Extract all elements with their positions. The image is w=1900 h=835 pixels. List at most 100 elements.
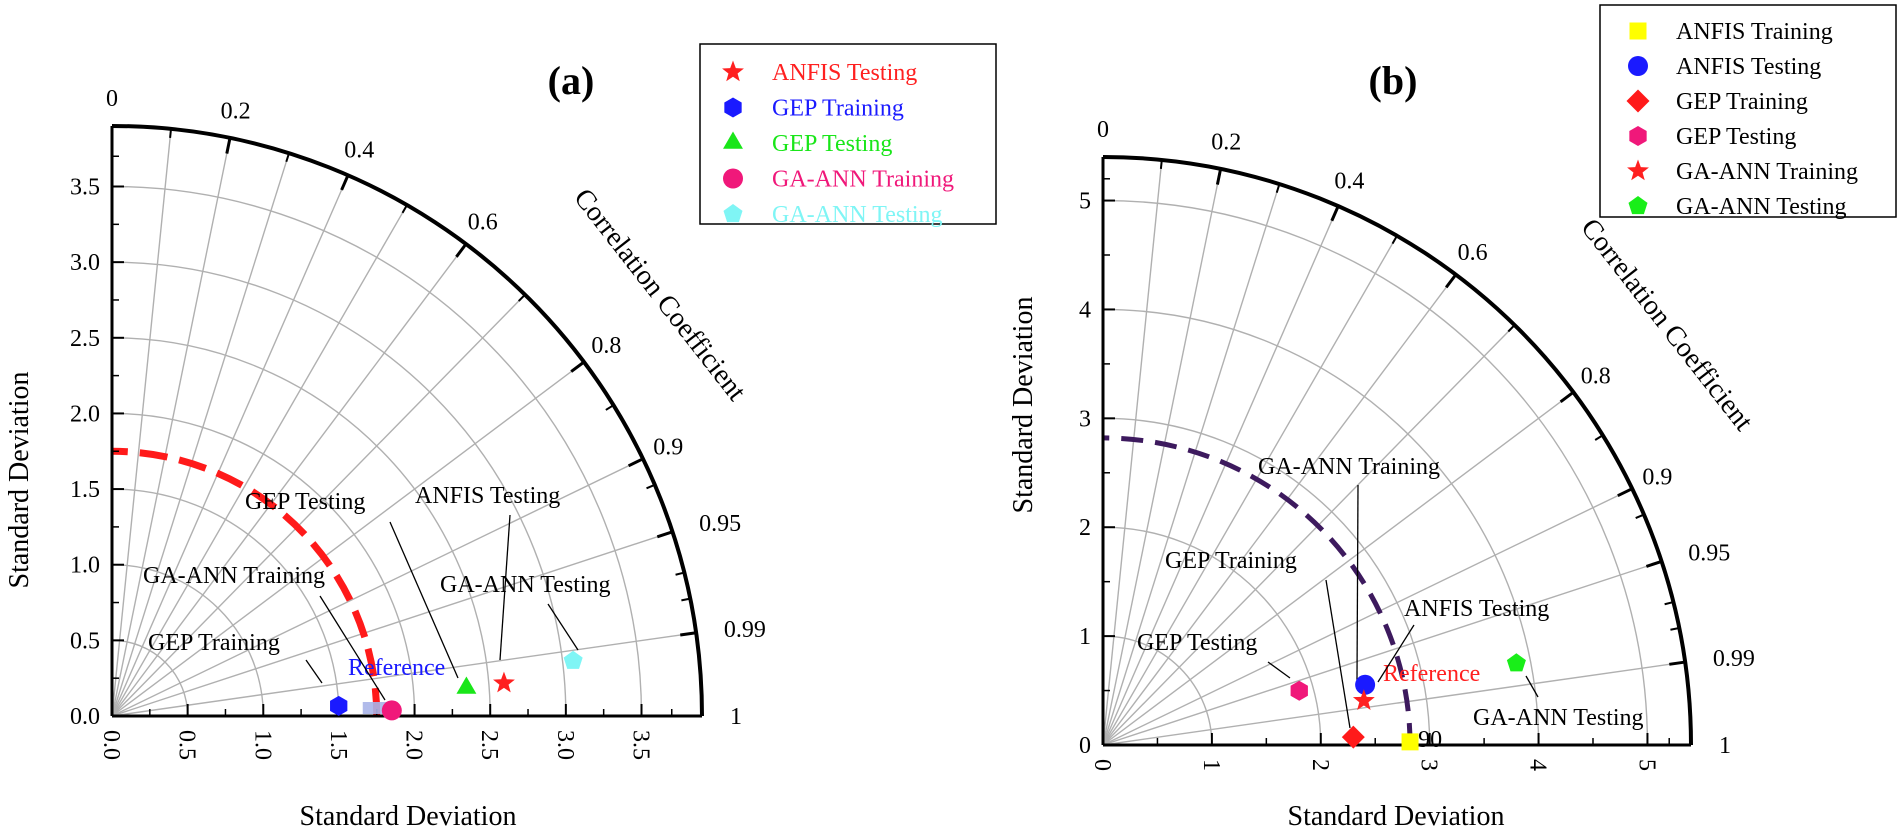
std-grid-arc [111,564,264,717]
corr-minor-tick [1664,601,1674,606]
y-axis-title: Standard Deviation [1008,297,1039,514]
legend-marker-anfis-testing [1628,56,1648,76]
y-tick-label: 5 [1079,189,1091,215]
point-gep-testing [456,676,477,694]
x-tick-label: 0.0 [98,730,124,760]
corr-grid-line [1102,205,1339,746]
annotation-leader-ga-ann-testing [547,603,579,651]
corr-tick-label: 0.4 [1334,168,1364,194]
y-tick-label: 0 [1079,733,1091,759]
corr-grid-line [111,204,408,717]
std-grid-arc [1102,635,1213,746]
corr-tick [656,530,673,539]
corr-grid-line [111,128,172,717]
legend-label-gep-training: GEP Training [1676,89,1808,115]
legend-marker-gep-training [724,97,742,118]
corr-minor-tick [285,152,290,163]
std-grid-arc [1102,308,1540,746]
corr-tick-label: 0.4 [344,138,374,164]
std-grid-arc [111,337,491,717]
reference-std-arc [1102,435,1413,746]
y-tick-label: 3 [1079,406,1091,432]
legend-marker-ga-ann-testing [1628,196,1648,215]
corr-minor-tick [401,204,408,214]
corr-minor-tick [646,483,656,490]
corr-tick [1669,660,1686,666]
annotation-leader-anfis-testing [499,514,511,661]
corr-minor-tick [1670,627,1680,631]
corr-tick [455,243,468,258]
panel-a: 0.00.0 0.5 0.5 1.0 1.0 1.5 1.5 2.0 2.0 2.5 2.5 3.0 3… [4,43,997,832]
x-tick-label: 0 [1089,759,1115,771]
corr-minor-tick [1391,235,1398,245]
annotation-gep-testing: GEP Testing [245,489,365,515]
legend-label-ga-ann-testing: GA-ANN Testing [772,202,943,228]
x-tick-label: 2.0 [401,730,427,760]
corr-grid-line [111,294,526,717]
corr-grid-line [1102,235,1398,746]
corr-grid-line [1102,488,1633,746]
outer-arc [111,124,704,717]
outer-arc [1102,155,1693,746]
y-tick-label: 4 [1079,297,1091,323]
annotation-anfis-testing: ANFIS Testing [1404,596,1549,622]
y-tick-label: 2.5 [70,326,100,352]
corr-grid-line [1102,168,1222,746]
corr-grid-line [111,137,231,717]
corr-minor-tick [1635,513,1645,519]
legend-marker-anfis-testing [722,60,744,82]
corr-tick-label: 1 [1719,733,1731,759]
corr-tick-label: 0.9 [1642,464,1672,490]
annotation-leader-gep-testing [1267,661,1291,679]
corr-tick-label: 1 [730,704,742,730]
annotation-leader-ga-ann-training [1356,484,1359,681]
corr-axis-title: Correlation Coefficient [1574,213,1759,437]
corr-tick [680,631,697,637]
annotation-anfis-testing: ANFIS Testing [415,483,560,509]
legend-marker-gep-testing [723,131,743,149]
corr-tick-label: 0.2 [221,98,251,124]
annotation-gep-training: GEP Training [1165,548,1297,574]
std-grid-arc [111,185,643,717]
corr-minor-tick [605,404,615,411]
y-axis-title: Standard Deviation [4,372,35,589]
x-tick-label: 1.5 [325,730,351,760]
corr-tick [570,360,585,373]
corr-grid-line [111,174,349,717]
x-tick-label: 2.5 [476,730,502,760]
corr-minor-tick [1159,159,1163,170]
x-tick-label: 1.0 [249,730,275,760]
corr-tick [1645,559,1663,568]
legend-label-anfis-testing: ANFIS Testing [1676,54,1821,80]
y-tick-label: 1.0 [70,553,100,579]
std-grid-arc [1102,417,1431,746]
point-anfis-training [1401,733,1419,751]
x-tick-label: 0.5 [174,730,200,760]
y-tick-label: 1 [1079,624,1091,650]
y-tick-label: 0.0 [70,704,100,730]
legend-label-gep-testing: GEP Testing [772,131,892,157]
legend-label-anfis-testing: ANFIS Testing [772,60,917,86]
corr-grid-line [111,632,697,717]
annotation-gep-training: GEP Training [148,630,280,656]
panel-label: (a) [548,58,595,103]
std-grid-arc [1102,199,1649,746]
corr-grid-line [1102,159,1163,746]
corr-minor-tick [675,571,685,576]
corr-tick-label: 0.8 [1581,363,1611,389]
corr-tick [1444,273,1458,289]
std-grid-arc [1102,526,1322,746]
legend-label-ga-ann-testing: GA-ANN Testing [1676,194,1847,220]
legend-marker-gep-testing [1629,126,1647,146]
annotation-ga-ann-training: GA-ANN Training [1258,454,1440,480]
corr-minor-tick [1275,183,1281,193]
annotation-leader-gep-training [1325,579,1351,729]
corr-tick [1330,205,1340,222]
annotation-ga-ann-testing: GA-ANN Testing [1473,705,1644,731]
corr-tick-label: 0 [1097,117,1109,143]
x-tick-label: 3.0 [552,730,578,760]
annotation-leader-ga-ann-training [319,595,386,701]
point-ga-ann-training [381,700,402,721]
x-tick-label: 5 [1633,759,1659,771]
point-anfis-testing [493,671,515,693]
